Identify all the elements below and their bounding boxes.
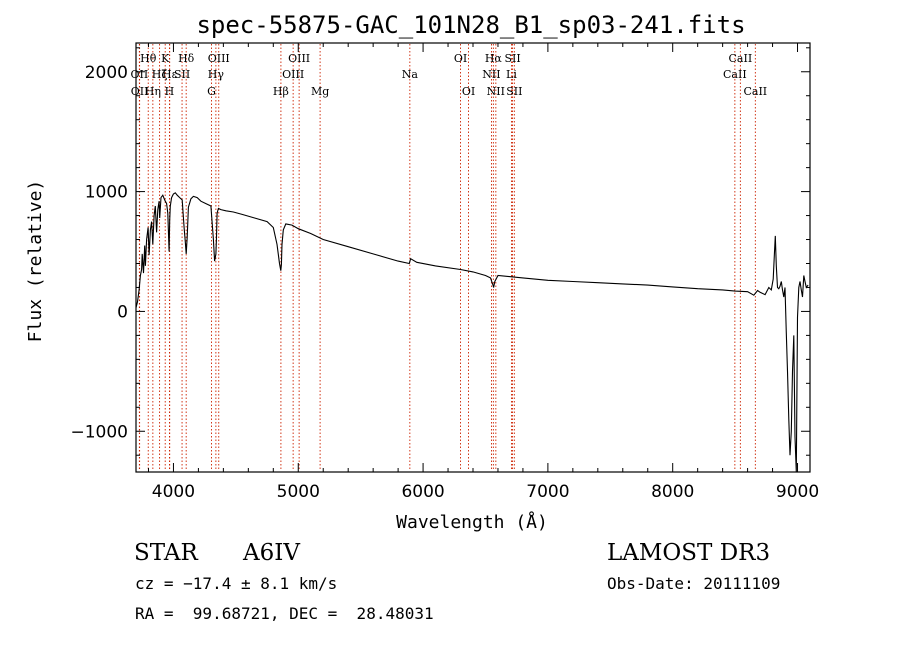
object-class: STAR [134,540,198,566]
x-tick-label: 4000 [152,482,195,502]
line-label-20: Hα [485,52,503,65]
line-label-21: NII [482,68,500,81]
flux-series-line [135,192,809,473]
x-tick-label: 5000 [277,482,320,502]
line-label-7: H [165,85,175,98]
line-label-26: CaII [729,52,753,65]
line-label-3: Hζ [152,68,168,81]
object-subclass: A6IV [243,540,300,566]
spectral-line-markers [138,44,756,471]
y-tick-label: 2000 [85,63,128,83]
axis-tick-labels: 4000 5000 6000 7000 8000 9000 −1000 0 1000 2000 [70,63,819,502]
chart-title: spec-55875-GAC_101N28_B1_sp03-241.fits [196,11,745,39]
line-label-11: Hγ [208,68,225,81]
line-label-9: Hδ [178,52,195,65]
coordinates-text: RA = 99.68721, DEC = 28.48031 [135,604,434,623]
line-label-1: OII [131,68,149,81]
line-label-27: CaII [723,68,747,81]
y-tick-label: 1000 [85,183,128,203]
line-label-16: Mg [311,85,329,98]
line-label-24: Li [506,68,517,81]
line-label-17: Na [402,68,419,81]
axis-ticks [136,43,810,472]
line-label-22: NII [487,85,505,98]
line-label-15: OIII [282,68,304,81]
line-label-28: CaII [743,85,767,98]
line-label-5: K [161,52,170,65]
line-label-8: SII [174,68,190,81]
x-tick-label: 7000 [526,482,569,502]
line-label-13: Hβ [273,85,289,98]
line-label-0: Hθ [140,52,157,65]
x-axis-label: Wavelength (Å) [396,511,548,533]
line-label-12: G [207,85,216,98]
redshift-text: cz = −17.4 ± 8.1 km/s [135,574,338,593]
line-label-2: OII [131,85,149,98]
line-label-25: SII [506,85,522,98]
line-label-10: OIII [208,52,230,65]
line-label-18: OI [454,52,467,65]
plot-frame [135,42,811,473]
line-label-4: Hη [145,85,161,98]
line-label-14: OIII [288,52,310,65]
line-label-6: Hε [162,68,178,81]
line-label-23: SII [504,52,520,65]
obs-date-text: Obs-Date: 20111109 [607,574,781,593]
x-tick-label: 9000 [776,482,819,502]
y-axis-label: Flux (relative) [25,180,46,343]
line-label-19: OI [462,85,475,98]
y-tick-label: 0 [117,302,128,322]
survey-name: LAMOST DR3 [607,540,771,566]
x-tick-label: 6000 [401,482,444,502]
y-tick-label: −1000 [70,422,128,442]
x-tick-label: 8000 [651,482,694,502]
